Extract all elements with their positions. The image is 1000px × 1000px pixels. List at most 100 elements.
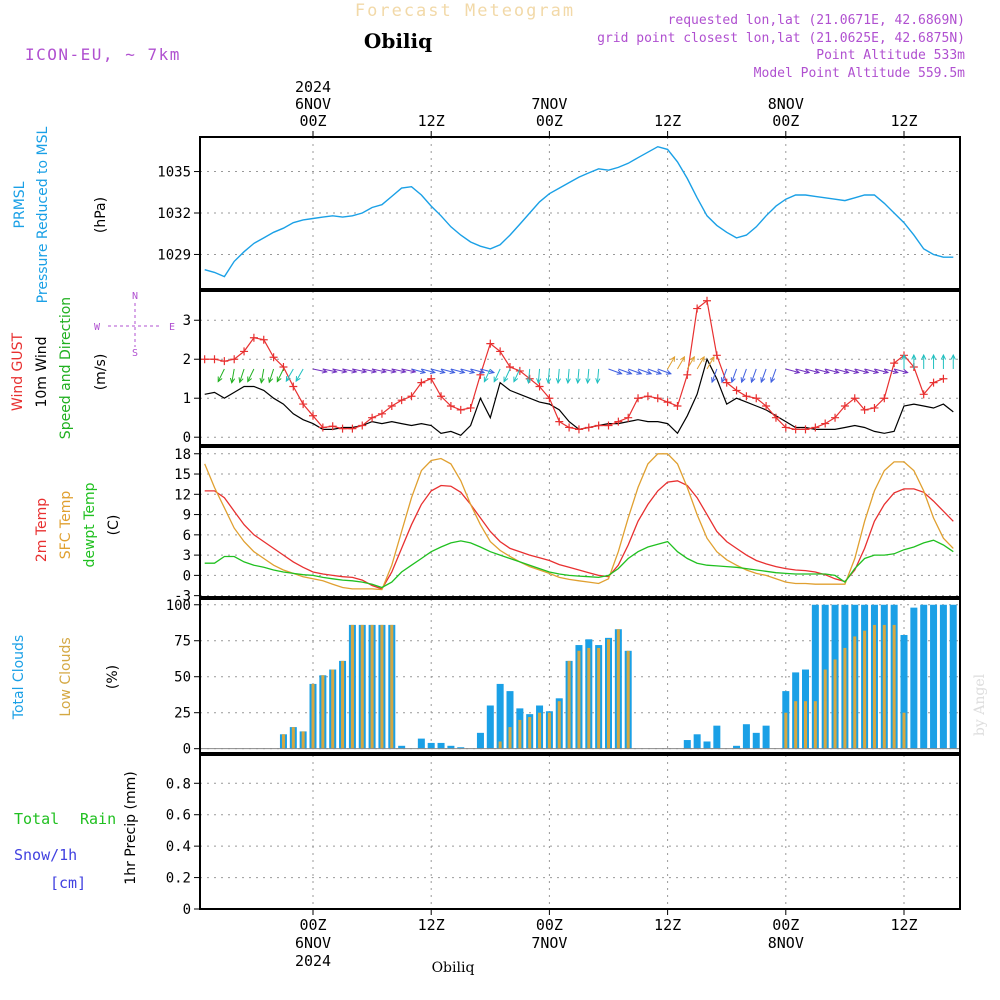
wind-gust-marker	[240, 347, 249, 356]
wind-direction-arrowhead	[665, 369, 672, 375]
wind-direction-arrowhead	[449, 368, 456, 375]
total-cloud-bar	[417, 738, 425, 749]
temperature-frame	[199, 446, 961, 598]
wind-direction-arrowhead	[670, 355, 676, 362]
clouds-ytick-label: 75	[174, 634, 191, 650]
t2m-line	[204, 480, 954, 590]
location-title: Obiliq	[364, 29, 432, 53]
wind-direction-arrow	[537, 368, 541, 383]
low-cloud-bar	[784, 712, 788, 749]
wind-ytick-label: 0	[183, 430, 191, 446]
wind-direction-arrowhead	[901, 353, 907, 360]
model-label: ICON-EU, ~ 7km	[25, 45, 181, 64]
wind-direction-arrow	[470, 368, 485, 374]
wind-direction-arrow	[332, 368, 347, 373]
low-cloud-bar	[872, 624, 876, 749]
wind-direction-arrowhead	[921, 353, 927, 360]
total-cloud-bar	[457, 747, 465, 749]
watermark: by Angel	[972, 673, 988, 736]
wind-direction-arrowhead	[503, 376, 509, 383]
top-time-label: 00Z	[772, 112, 799, 130]
wind-gust-marker	[870, 403, 879, 412]
low-cloud-bar	[794, 701, 798, 749]
low-cloud-bar	[321, 675, 325, 749]
wind-gust-marker	[762, 402, 771, 411]
wind-gust-marker	[594, 421, 603, 430]
forecast-title: Forecast Meteogram	[355, 1, 575, 21]
wind-direction-arrowhead	[483, 376, 489, 383]
total-cloud-bar	[733, 745, 741, 749]
wind-direction-arrow	[421, 368, 436, 374]
wind-direction-arrowhead	[217, 376, 223, 383]
wind-gust-marker	[752, 394, 761, 403]
wind-direction-arrow	[557, 368, 560, 383]
wind-direction-arrowhead	[699, 355, 705, 362]
total-cloud-bar	[920, 604, 928, 749]
wind-gust-marker	[771, 413, 780, 422]
temperature-ytick-label: -3	[174, 589, 191, 605]
precip-frame	[199, 754, 961, 910]
temperature-ytick-label: 6	[183, 528, 191, 544]
compass-e: E	[169, 322, 175, 333]
wind-gust-marker	[890, 359, 899, 368]
wind-direction-arrowhead	[370, 368, 378, 374]
wind-direction-arrowhead	[930, 353, 937, 360]
wind-gust-marker	[840, 402, 849, 411]
wind-direction-arrow	[721, 368, 728, 383]
total-cloud-bar	[496, 683, 504, 749]
wind-direction-arrow	[731, 368, 738, 383]
pressure-line	[204, 145, 954, 278]
wind-gust-marker	[929, 378, 938, 387]
top-time-label: 12Z	[654, 112, 681, 130]
total-cloud-bar	[506, 691, 514, 749]
low-cloud-bar	[863, 630, 867, 749]
temperature-ytick-label: 18	[174, 447, 191, 463]
top-time-label: 12Z	[418, 112, 445, 130]
wind-frame	[199, 290, 961, 446]
wind-direction-arrowhead	[526, 378, 532, 385]
compass-s: S	[132, 348, 138, 359]
bottom-time-label: 8NOV	[768, 934, 804, 952]
wind-direction-arrow	[493, 368, 501, 382]
low-cloud-bar	[360, 624, 364, 749]
wind-gust-marker	[486, 339, 495, 348]
total-cloud-bar	[910, 607, 918, 749]
clouds-ytick-label: 100	[166, 598, 191, 614]
wind-gust-marker	[456, 405, 465, 414]
wind-gust-marker	[220, 357, 229, 366]
compass-rose: N S W E	[94, 291, 175, 359]
wind-gust-marker	[683, 370, 692, 379]
total-cloud-bar	[742, 724, 750, 749]
wind-dir-label: Speed and Direction	[58, 297, 74, 439]
total-cloud-bar	[693, 734, 701, 749]
wind-ytick-label: 2	[183, 352, 191, 368]
wind-direction-arrow	[567, 368, 570, 383]
wind-direction-arrow	[587, 368, 590, 383]
wind-direction-arrowhead	[555, 378, 562, 385]
wind-gust-marker	[348, 424, 357, 433]
wind-direction-arrowhead	[410, 368, 417, 374]
pressure-frame	[199, 136, 961, 290]
wind-gust-marker	[387, 402, 396, 411]
wind-gust-marker	[437, 392, 446, 401]
low-cloud-bar	[350, 624, 354, 749]
low-cloud-bar	[823, 669, 827, 749]
wind-gust-marker	[338, 424, 347, 433]
wind-direction-arrowhead	[536, 378, 542, 385]
low-cloud-bar	[557, 701, 561, 749]
total-cloud-bar	[447, 745, 455, 749]
precip-ytick-label: 0.2	[166, 871, 191, 887]
wind-direction-arrowhead	[479, 368, 486, 375]
wind-direction-arrow	[322, 368, 337, 373]
precip-ytick-label: 0.8	[166, 776, 191, 792]
wind-direction-arrow	[741, 368, 747, 383]
wind-gust-marker	[781, 423, 790, 432]
wind-direction-arrow	[647, 368, 662, 375]
wind-gust-marker	[791, 425, 800, 434]
temperature-panel: -3 0 3 6 9 12 15 18	[174, 447, 960, 605]
low-cloud-bar	[577, 650, 581, 749]
top-time-label: 7NOV	[531, 95, 567, 113]
wind-direction-arrowhead	[565, 378, 571, 385]
total-cloud-bar	[713, 725, 721, 749]
